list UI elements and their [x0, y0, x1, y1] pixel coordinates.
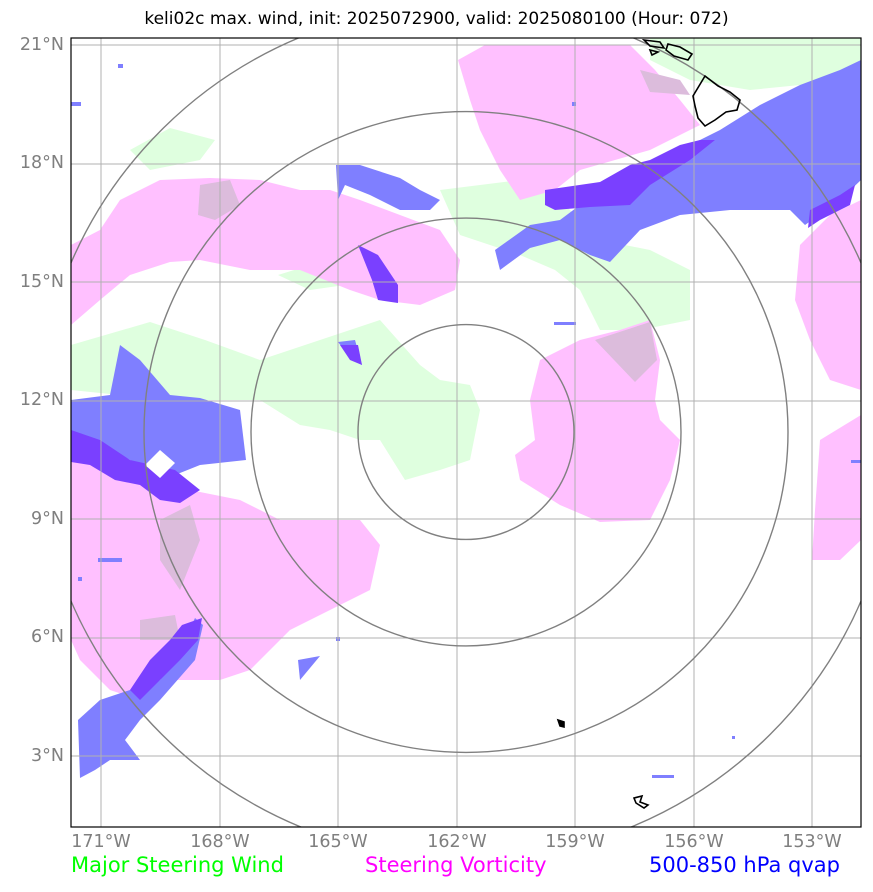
- steering-wind-areas: [71, 38, 861, 480]
- overlap-areas: [140, 70, 690, 640]
- lon-label: 165°W: [308, 832, 368, 852]
- cutout: [145, 450, 175, 478]
- legend-vorticity: Steering Vorticity: [365, 853, 547, 877]
- range-ring: [357, 323, 575, 541]
- lon-label: 168°W: [190, 832, 250, 852]
- coastlines: [556, 38, 741, 809]
- lon-label: 159°W: [545, 832, 605, 852]
- lon-label: 153°W: [782, 832, 842, 852]
- lat-label: 15°N: [19, 272, 64, 292]
- map-title: keli02c max. wind, init: 2025072900, val…: [144, 9, 729, 29]
- lat-label: 18°N: [19, 153, 64, 173]
- lon-label: 162°W: [427, 832, 487, 852]
- lon-label: 171°W: [71, 832, 131, 852]
- legend-qvap: 500-850 hPa qvap: [649, 853, 840, 877]
- lat-label: 12°N: [19, 390, 64, 410]
- lat-label: 3°N: [31, 746, 64, 766]
- range-ring: [250, 217, 682, 647]
- map-frame: [70, 37, 862, 828]
- lon-label: 156°W: [664, 832, 724, 852]
- lat-label: 9°N: [31, 509, 64, 529]
- lat-label: 6°N: [31, 627, 64, 647]
- lat-label: 21°N: [19, 35, 64, 55]
- legend-wind: Major Steering Wind: [71, 853, 284, 877]
- range-rings: [71, 38, 861, 827]
- lat-lon-grid: [71, 38, 861, 827]
- range-ring: [143, 110, 789, 754]
